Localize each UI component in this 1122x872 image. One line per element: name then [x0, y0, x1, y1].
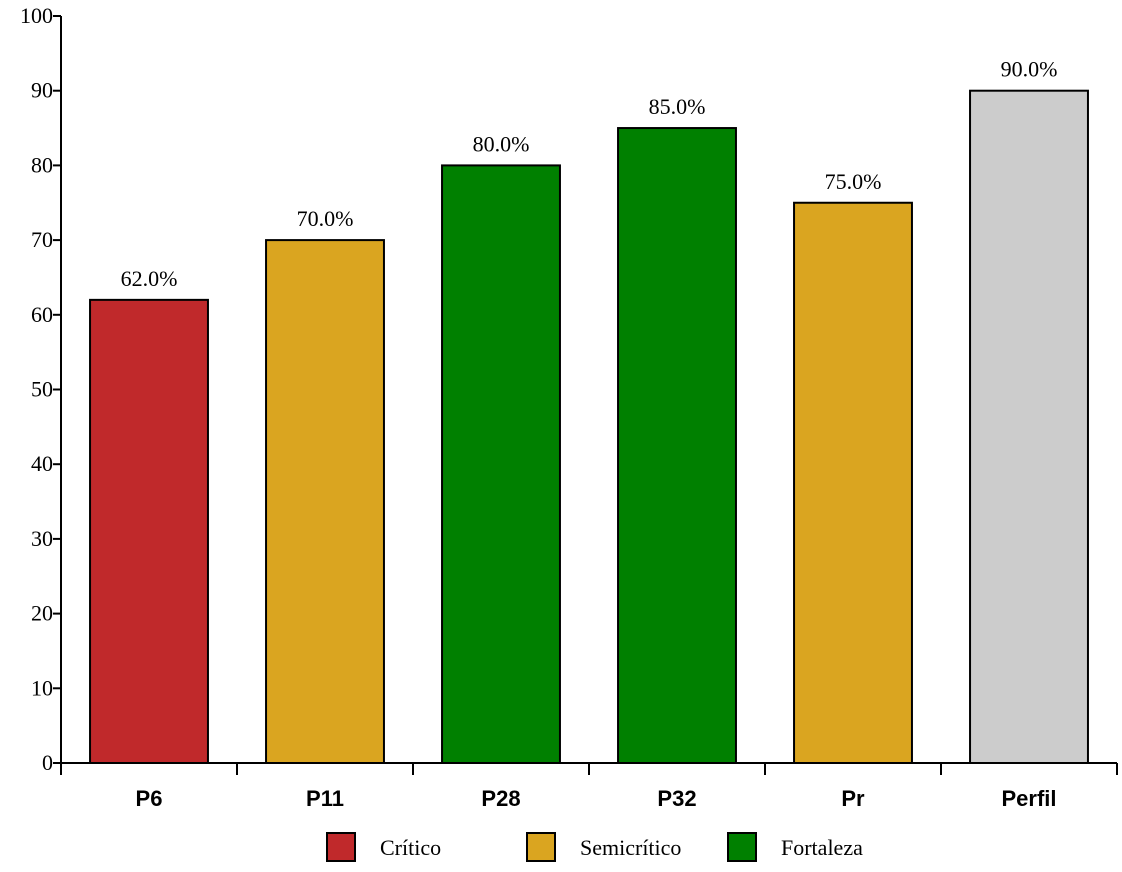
- y-tick-label: 10: [31, 675, 53, 700]
- legend-swatch: [526, 832, 556, 862]
- y-tick-label: 70: [31, 227, 53, 252]
- legend-label: Fortaleza: [781, 835, 863, 860]
- bar-p6: [89, 298, 209, 764]
- bar-p32: [617, 127, 737, 765]
- bars: [89, 89, 1089, 765]
- bar-p28: [441, 164, 561, 764]
- data-label: 62.0%: [121, 266, 178, 291]
- y-tick-label: 50: [31, 377, 53, 402]
- data-label: 90.0%: [1001, 57, 1058, 82]
- legend-swatch: [326, 832, 356, 862]
- data-label: 80.0%: [473, 131, 530, 156]
- legend: Crítico Semicrítico Fortaleza: [326, 832, 863, 862]
- y-tick-label: 80: [31, 152, 53, 177]
- y-tick-label: 60: [31, 302, 53, 327]
- bar-pr: [793, 201, 913, 764]
- data-label: 85.0%: [649, 94, 706, 119]
- x-tick-label: P28: [481, 786, 520, 811]
- x-tick-label: P32: [657, 786, 696, 811]
- y-tick-label: 90: [31, 78, 53, 103]
- x-tick-label: Pr: [841, 786, 865, 811]
- bar-p11: [265, 239, 385, 765]
- data-label: 70.0%: [297, 206, 354, 231]
- legend-swatch: [727, 832, 757, 862]
- x-tick-label: Perfil: [1001, 786, 1056, 811]
- legend-label: Semicrítico: [580, 835, 681, 860]
- labels: 62.0% P6 70.0% P11 80.0% P28 85.0% P32 75.0% Pr 90…: [121, 57, 1058, 811]
- x-tick-label: P11: [306, 786, 344, 811]
- y-tick-label: 30: [31, 526, 53, 551]
- y-tick-label: 0: [42, 750, 53, 775]
- x-tick-label: P6: [136, 786, 163, 811]
- bar-perfil: [969, 89, 1089, 764]
- y-tick-label: 100: [20, 3, 53, 28]
- y-tick-label: 40: [31, 451, 53, 476]
- legend-label: Crítico: [380, 835, 441, 860]
- axes: 0 10 20 30 40 50 60 70 80 90 100: [20, 3, 1118, 775]
- data-label: 75.0%: [825, 169, 882, 194]
- y-tick-label: 20: [31, 601, 53, 626]
